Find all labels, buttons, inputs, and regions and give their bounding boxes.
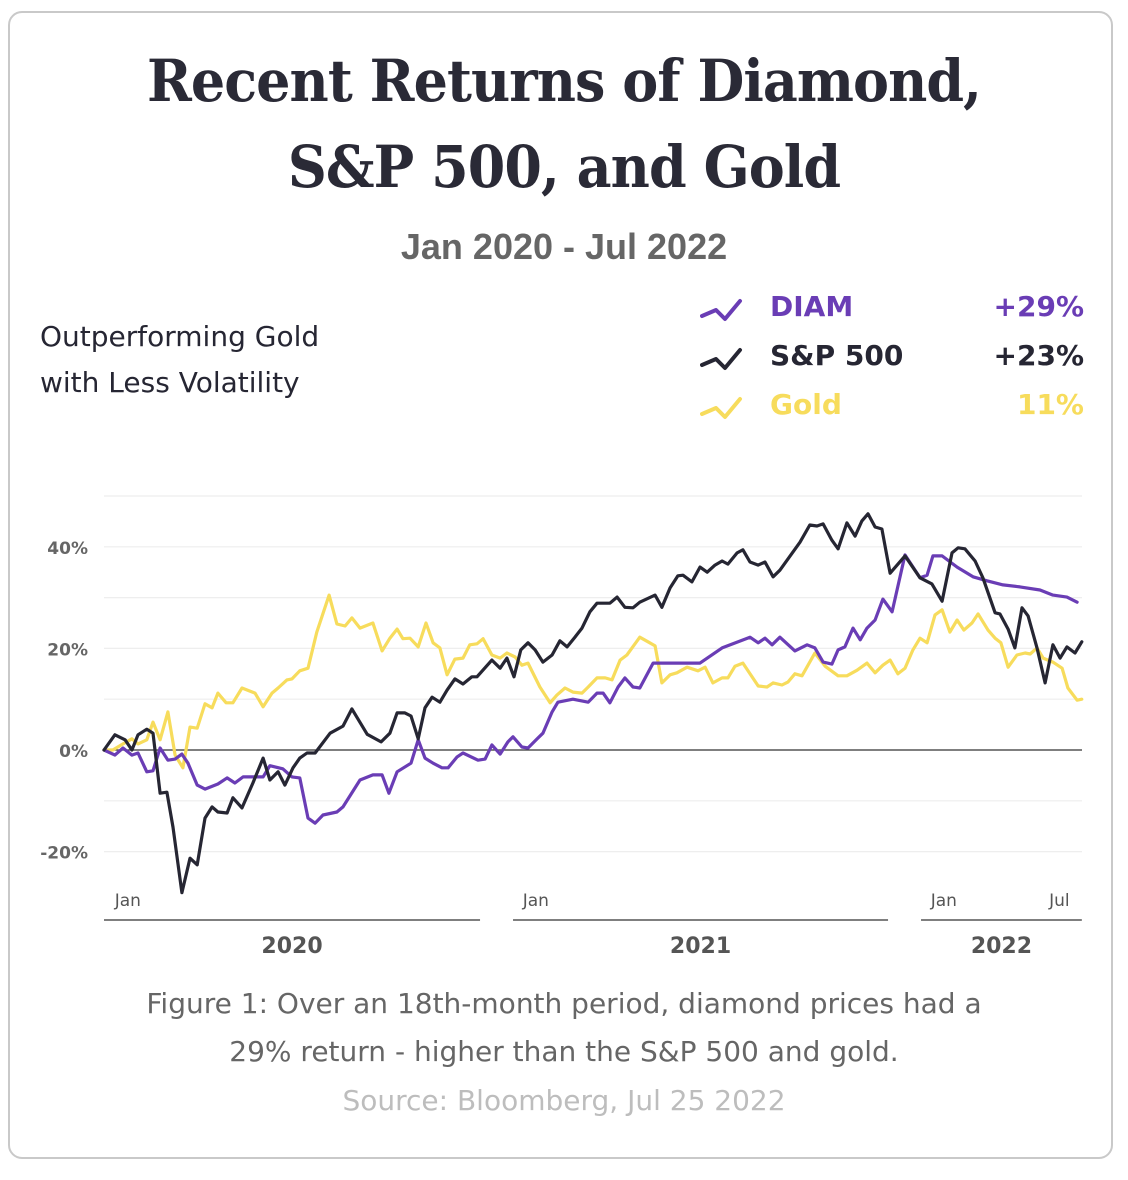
x-tick-label: Jan xyxy=(114,891,141,911)
source-note: Source: Bloomberg, Jul 25 2022 xyxy=(342,1084,786,1117)
series-line-diam xyxy=(102,553,1079,825)
legend-label: Gold xyxy=(770,388,842,421)
title-line-1: Recent Returns of Diamond, xyxy=(146,47,982,115)
caption-line-1: Figure 1: Over an 18th-month period, dia… xyxy=(146,987,982,1020)
x-tick-label: Jan xyxy=(522,891,549,911)
caption-line-2: 29% return - higher than the S&P 500 and… xyxy=(229,1035,899,1068)
legend: DIAM +29% S&P 500 +23% Gold 11% xyxy=(700,290,1084,437)
y-tick-label: 0% xyxy=(59,742,88,762)
year-label: 2022 xyxy=(971,934,1032,959)
title-line-2: S&P 500, and Gold xyxy=(287,133,841,201)
trend-line-icon xyxy=(700,397,742,419)
tagline-line-2: with Less Volatility xyxy=(40,366,300,399)
figure-caption: Figure 1: Over an 18th-month period, dia… xyxy=(0,980,1128,1076)
tagline: Outperforming Gold with Less Volatility xyxy=(40,314,319,406)
x-tick-label: Jan xyxy=(930,891,957,911)
y-axis-ticks: -20% 0% 20% 40% xyxy=(40,539,88,864)
tagline-line-1: Outperforming Gold xyxy=(40,320,320,353)
legend-value: +23% xyxy=(993,339,1084,372)
legend-swatch xyxy=(700,299,742,321)
line-chart: -20% 0% 20% 40% Jan Jan Jan Jul 2020 2021 2022 xyxy=(40,495,1084,959)
legend-value: +29% xyxy=(993,290,1084,323)
legend-item-sp500: S&P 500 +23% xyxy=(700,339,1084,388)
trend-line-icon xyxy=(700,348,742,370)
chart-title: Recent Returns of Diamond, S&P 500, and … xyxy=(39,38,1088,210)
chart-subtitle: Jan 2020 - Jul 2022 xyxy=(400,226,728,267)
legend-item-diam: DIAM +29% xyxy=(700,290,1084,339)
year-label: 2021 xyxy=(670,934,731,959)
y-tick-label: 40% xyxy=(47,539,88,559)
year-groups: 2020 2021 2022 xyxy=(104,919,1082,959)
y-tick-label: 20% xyxy=(47,640,88,660)
year-label: 2020 xyxy=(261,934,322,959)
legend-label: DIAM xyxy=(770,290,854,323)
legend-swatch xyxy=(700,397,742,419)
series-lines xyxy=(102,512,1084,895)
legend-label: S&P 500 xyxy=(770,339,904,372)
legend-swatch xyxy=(700,348,742,370)
legend-item-gold: Gold 11% xyxy=(700,388,1084,437)
y-tick-label: -20% xyxy=(40,844,88,864)
series-line-gold xyxy=(102,593,1084,770)
series-line-s-p-500 xyxy=(102,512,1084,895)
legend-value: 11% xyxy=(1016,388,1084,421)
chart-card xyxy=(8,11,1113,1159)
x-axis-ticks: Jan Jan Jan Jul xyxy=(114,891,1070,911)
gridlines xyxy=(104,495,1082,853)
x-tick-label: Jul xyxy=(1048,891,1070,911)
trend-line-icon xyxy=(700,299,742,321)
